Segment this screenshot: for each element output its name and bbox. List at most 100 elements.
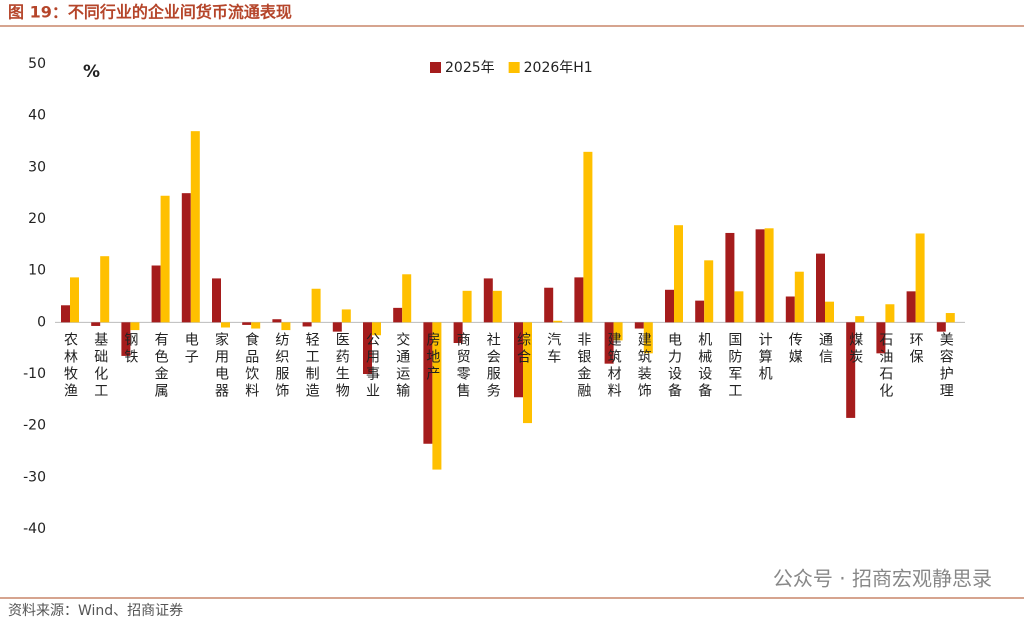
y-tick-label: 0	[37, 314, 46, 330]
x-tick-label: 轻工制造	[304, 332, 320, 400]
bar	[906, 291, 916, 323]
bar	[91, 322, 101, 326]
bar	[242, 322, 252, 325]
bar	[816, 253, 825, 323]
x-tick-label: 石油石化	[877, 332, 893, 400]
x-tick-label: 通信	[817, 332, 833, 366]
bar	[462, 290, 472, 323]
y-tick-label: 40	[28, 108, 46, 124]
legend-label: 2025年	[445, 60, 495, 76]
bar	[574, 277, 584, 323]
legend-label: 2026年H1	[524, 60, 593, 76]
bar	[514, 322, 523, 398]
bar	[604, 322, 614, 364]
bar	[825, 301, 834, 323]
bar	[876, 322, 886, 354]
x-tick-label: 计算机	[757, 332, 773, 383]
bar	[915, 233, 925, 323]
bar	[794, 271, 804, 323]
bar	[372, 322, 381, 336]
x-tick-label: 建筑装饰	[636, 332, 652, 400]
legend-swatch	[508, 62, 520, 73]
bar	[613, 322, 623, 341]
x-tick-label: 商贸零售	[455, 332, 471, 400]
bar	[846, 322, 856, 418]
x-tick-label: 家用电器	[213, 332, 229, 401]
x-tick-label: 公用事业	[364, 332, 380, 400]
x-tick-label: 基础化工	[92, 332, 108, 401]
source: 资料来源：Wind、招商证券	[8, 603, 183, 619]
bar	[332, 322, 342, 332]
bar	[945, 313, 955, 323]
bar	[764, 228, 774, 323]
y-tick-label: 10	[28, 263, 46, 279]
watermark: 公众号 · 招商宏观静思录	[773, 567, 992, 591]
x-tick-label: 房地产	[424, 332, 440, 383]
bar	[665, 289, 674, 323]
x-tick-label: 交通运输	[394, 332, 410, 401]
bar	[181, 193, 191, 323]
bar	[704, 260, 714, 323]
bar	[643, 322, 653, 354]
bar	[523, 322, 532, 424]
bar	[151, 265, 161, 323]
chart-title: 图 19：不同行业的企业间货币流通表现	[8, 3, 292, 22]
legend-swatch	[430, 62, 441, 73]
x-tick-label: 电子	[183, 332, 199, 366]
bar	[130, 322, 140, 331]
y-tick-label: -40	[23, 521, 46, 537]
x-tick-label: 电力设备	[666, 332, 682, 400]
bar	[483, 278, 493, 323]
bar	[855, 316, 865, 323]
x-tick-label: 国防军工	[726, 332, 742, 400]
bar	[432, 322, 442, 470]
x-tick-label: 美容护理	[938, 332, 954, 400]
x-tick-label: 机械设备	[696, 332, 712, 400]
y-tick-label: 20	[28, 211, 46, 227]
bar	[100, 256, 110, 323]
bar	[402, 274, 412, 323]
x-tick-label: 食品饮料	[243, 332, 259, 401]
bar	[281, 322, 291, 331]
bar	[492, 290, 502, 323]
bar	[695, 300, 705, 323]
bar	[311, 288, 321, 323]
bar	[212, 278, 221, 323]
bar	[674, 225, 683, 323]
bar	[121, 322, 131, 356]
bar	[453, 322, 463, 343]
bar	[785, 296, 795, 323]
bar	[553, 320, 563, 323]
bar	[583, 151, 593, 323]
x-tick-label: 煤炭	[847, 332, 863, 366]
bar	[544, 287, 554, 323]
bar	[885, 304, 895, 323]
bar	[936, 322, 946, 332]
bar	[341, 309, 351, 323]
x-tick-label: 医药生物	[334, 332, 350, 400]
x-tick-label: 非银金融	[575, 332, 591, 400]
bar	[634, 322, 644, 329]
x-tick-label: 有色金属	[153, 332, 169, 400]
x-tick-label: 建筑材料	[606, 332, 622, 400]
bar	[272, 319, 282, 323]
bar	[251, 322, 261, 329]
x-tick-label: 纺织服饰	[273, 332, 289, 400]
y-tick-label: -10	[23, 366, 46, 382]
bar	[755, 229, 765, 323]
bar	[734, 291, 744, 323]
bar	[160, 195, 170, 323]
y-unit: %	[83, 62, 100, 82]
x-tick-label: 环保	[908, 332, 924, 366]
x-tick-label: 钢铁	[122, 332, 138, 366]
bar	[61, 305, 70, 323]
x-tick-label: 社会服务	[485, 332, 501, 400]
y-tick-label: 50	[28, 56, 46, 72]
y-tick-label: -30	[23, 469, 46, 485]
x-tick-label: 综合	[515, 332, 531, 366]
bar	[70, 277, 79, 323]
x-tick-label: 农林牧渔	[62, 332, 78, 400]
y-tick-label: 30	[28, 159, 46, 175]
bar	[302, 322, 312, 327]
